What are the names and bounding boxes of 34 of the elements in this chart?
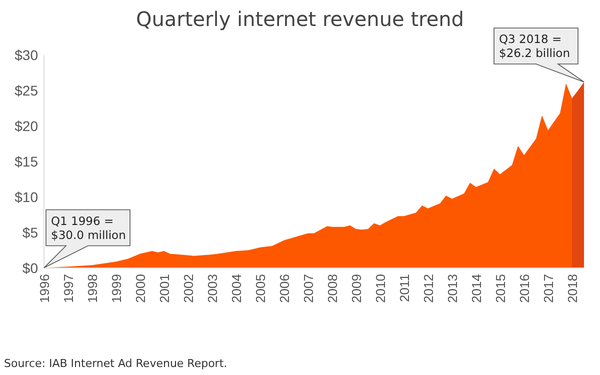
x-tick-label: 2007 <box>301 274 316 303</box>
annotation: Q1 1996 = $30.0 million <box>51 214 126 242</box>
x-tick-label: 1997 <box>61 274 76 303</box>
x-tick-label: 2008 <box>325 274 340 303</box>
x-tick-label: 2005 <box>253 274 268 303</box>
x-tick-label: 2002 <box>181 274 196 303</box>
annotation: Q3 2018 = $26.2 billion <box>499 32 570 60</box>
y-tick-label: $25 <box>14 82 38 98</box>
x-tick-label: 2013 <box>445 274 460 303</box>
x-tick-label: 2006 <box>277 274 292 303</box>
x-tick-label: 2004 <box>229 274 244 303</box>
x-tick-label: 2000 <box>133 274 148 303</box>
source-note: Source: IAB Internet Ad Revenue Report. <box>4 357 228 370</box>
x-tick-label: 2003 <box>205 274 220 303</box>
x-tick-label: 2015 <box>493 274 508 303</box>
x-tick-label: 2018 <box>565 274 580 303</box>
x-tick-label: 2010 <box>373 274 388 303</box>
x-tick-label: 1998 <box>85 274 100 303</box>
x-tick-label: 2016 <box>517 274 532 303</box>
y-tick-label: $15 <box>14 154 38 170</box>
x-tick-label: 1999 <box>109 274 124 303</box>
y-tick-label: $10 <box>14 189 38 205</box>
x-tick-label: 2001 <box>157 274 172 303</box>
x-tick-label: 1996 <box>37 274 52 303</box>
y-tick-label: $30 <box>14 47 38 63</box>
y-tick-label: $20 <box>14 118 38 134</box>
y-tick-label: $0 <box>22 260 38 276</box>
x-tick-label: 2011 <box>397 274 412 302</box>
x-tick-label: 2017 <box>541 274 556 303</box>
x-tick-label: 2009 <box>349 274 364 303</box>
y-tick-label: $5 <box>22 224 38 240</box>
x-tick-label: 2012 <box>421 274 436 303</box>
x-tick-label: 2014 <box>469 274 484 303</box>
chart-title: Quarterly internet revenue trend <box>136 7 464 31</box>
